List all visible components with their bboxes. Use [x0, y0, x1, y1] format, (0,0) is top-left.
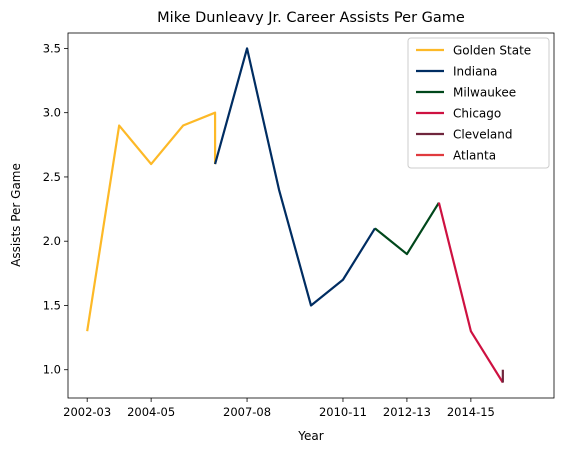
y-tick-label: 3.0	[43, 106, 61, 120]
plot-frame	[67, 32, 555, 399]
y-tick-label: 1.5	[43, 298, 61, 312]
series-line-golden-state	[86, 111, 217, 332]
x-tick-label: 2010-11	[319, 405, 367, 419]
y-tick-label: 2.5	[43, 170, 61, 184]
legend: Golden State Indiana Milwaukee Chicago Cleve…	[407, 37, 550, 169]
x-tick-label: 2014-15	[447, 405, 495, 419]
series-line-chicago	[437, 202, 504, 384]
x-tick-label: 2002-03	[63, 405, 111, 419]
x-tick-label: 2004-05	[127, 405, 175, 419]
legend-label: Milwaukee	[453, 86, 516, 100]
series-layer	[86, 47, 504, 384]
y-axis: 1.0 1.5 2.0 2.5 3.0 3.5	[43, 41, 68, 377]
x-tick-label: 2007-08	[223, 405, 271, 419]
legend-label: Cleveland	[453, 128, 513, 142]
series-line-milwaukee	[374, 202, 440, 256]
legend-label: Chicago	[453, 107, 501, 121]
x-axis-label: Year	[297, 429, 323, 443]
legend-label: Indiana	[453, 65, 497, 79]
series-line-indiana	[214, 47, 376, 307]
y-tick-label: 1.0	[43, 363, 61, 377]
legend-label: Golden State	[453, 44, 531, 58]
chart-title: Mike Dunleavy Jr. Career Assists Per Gam…	[157, 10, 465, 26]
y-tick-label: 2.0	[43, 234, 61, 248]
y-axis-label: Assists Per Game	[9, 163, 23, 267]
x-tick-label: 2012-13	[383, 405, 431, 419]
legend-label: Atlanta	[453, 149, 496, 163]
y-tick-label: 3.5	[43, 41, 61, 55]
x-axis: 2002-03 2004-05 2007-08 2010-11 2012-13 2014-…	[63, 398, 495, 419]
